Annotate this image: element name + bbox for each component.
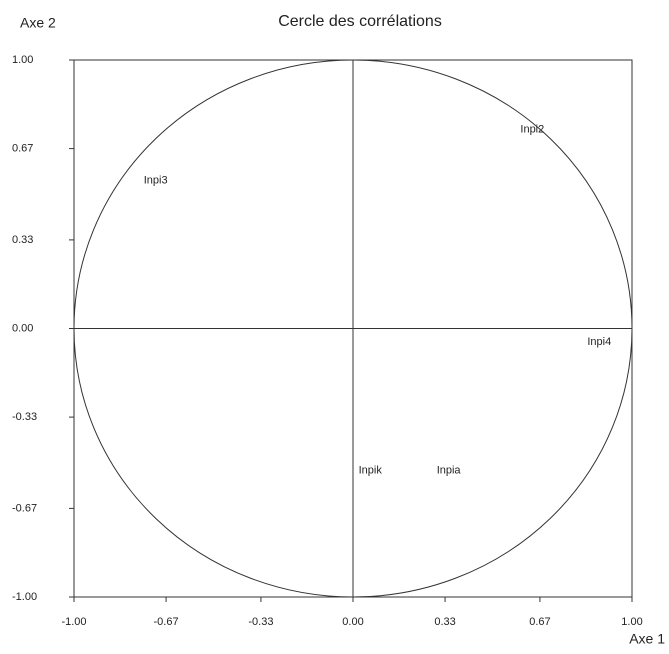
point-label: Inpi4 xyxy=(587,336,611,348)
y-tick-label: 0.00 xyxy=(12,322,33,334)
x-tick-label: -0.33 xyxy=(248,616,273,628)
y-tick-label: 1.00 xyxy=(12,54,33,66)
y-tick-label: -0.67 xyxy=(12,502,37,514)
y-tick-label: -1.00 xyxy=(12,591,37,603)
x-tick-label: 1.00 xyxy=(621,616,642,628)
point-label: Inpi3 xyxy=(144,175,168,187)
y-tick-label: -0.33 xyxy=(12,411,37,423)
x-axis-label: Axe 1 xyxy=(629,631,665,647)
x-tick-label: -1.00 xyxy=(61,616,86,628)
point-label: Inpia xyxy=(437,465,462,477)
chart-title: Cercle des corrélations xyxy=(278,13,442,30)
x-tick-label: 0.33 xyxy=(434,616,455,628)
y-tick-label: 0.33 xyxy=(12,234,33,246)
x-tick-label: 0.67 xyxy=(529,616,550,628)
y-axis-label: Axe 2 xyxy=(20,15,56,31)
point-label: Inpik xyxy=(359,465,383,477)
x-tick-label: -0.67 xyxy=(154,616,179,628)
x-tick-label: 0.00 xyxy=(342,616,363,628)
point-label: Inpi2 xyxy=(520,124,544,136)
y-tick-label: 0.67 xyxy=(12,143,33,155)
